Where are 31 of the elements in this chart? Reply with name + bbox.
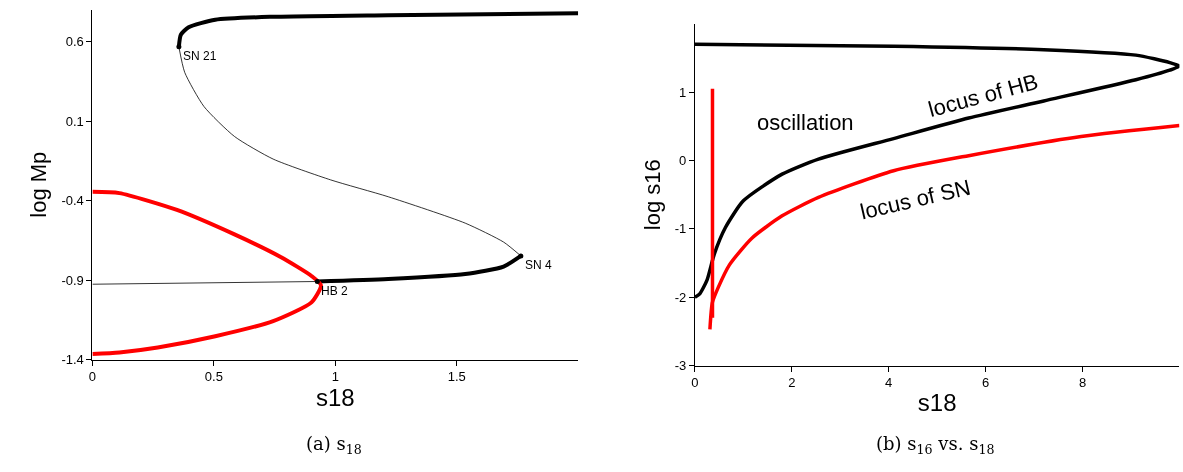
x-tick-label: 2 <box>788 375 796 391</box>
x-axis-title: s18 <box>917 388 957 416</box>
y-tick-label: -3 <box>674 358 687 374</box>
text: (b) s$_{16}$ vs. s$_{18}$ <box>876 433 995 457</box>
annotation: oscillation <box>757 110 854 135</box>
x-tick-label: 6 <box>982 375 990 391</box>
text: locus of SN <box>857 174 973 225</box>
x-tick-label: 0.5 <box>204 369 223 385</box>
y-tick-label: -2 <box>674 289 687 305</box>
text: locus of HB <box>925 68 1041 123</box>
y-axis-title: log s16 <box>639 159 665 231</box>
x-tick-label: 1.5 <box>447 369 466 385</box>
text: (a) s$_{18}$ <box>306 433 362 457</box>
y-tick-label: 0.6 <box>65 34 84 50</box>
y-tick-label: 1 <box>679 84 687 100</box>
y-tick-label: 0 <box>679 153 687 168</box>
annotation: SN 4 <box>525 258 552 272</box>
annotation: SN 21 <box>183 49 217 63</box>
annotation: HB 2 <box>321 284 348 298</box>
x-tick-label: 4 <box>885 375 893 391</box>
x-axis-title: s18 <box>315 384 355 412</box>
y-tick-label: -1 <box>674 221 687 237</box>
y-tick-label: -0.4 <box>61 193 84 209</box>
y-tick-label: 0.1 <box>65 113 84 129</box>
x-tick-label: 8 <box>1078 375 1087 391</box>
x-tick-label: 0 <box>691 375 699 391</box>
x-tick-label: 1 <box>331 369 339 385</box>
y-tick-label: -1.4 <box>61 352 84 368</box>
x-tick-label: 0 <box>88 369 97 385</box>
y-tick-label: -0.9 <box>61 272 84 288</box>
y-axis-title: log Mp <box>26 151 52 218</box>
